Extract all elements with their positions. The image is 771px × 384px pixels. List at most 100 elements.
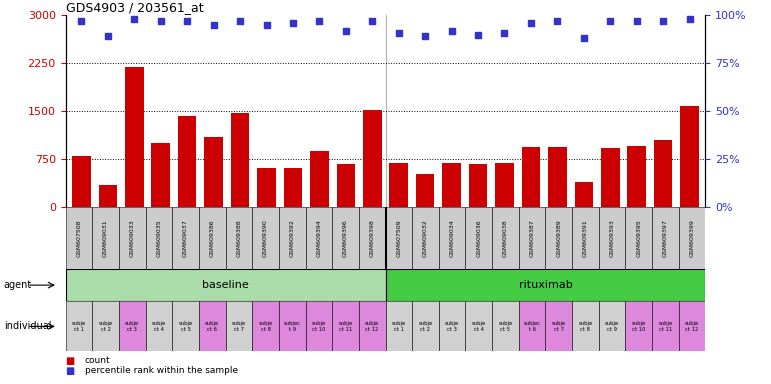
Text: subje
ct 2: subje ct 2	[99, 321, 113, 332]
FancyBboxPatch shape	[93, 207, 119, 269]
Text: ■: ■	[66, 366, 75, 376]
FancyBboxPatch shape	[119, 207, 146, 269]
Text: GSM609037: GSM609037	[183, 219, 188, 257]
Point	[525, 20, 537, 26]
Bar	[231, 113, 249, 207]
Bar	[337, 164, 355, 207]
Text: GSM609032: GSM609032	[423, 219, 428, 257]
Text: subje
ct 12: subje ct 12	[365, 321, 379, 332]
FancyBboxPatch shape	[332, 301, 359, 351]
FancyBboxPatch shape	[93, 301, 119, 351]
Text: GSM609387: GSM609387	[530, 219, 534, 257]
Text: subje
ct 5: subje ct 5	[178, 321, 193, 332]
Point	[446, 28, 458, 34]
Text: GSM609036: GSM609036	[476, 219, 481, 257]
Bar	[495, 162, 513, 207]
Point	[631, 18, 643, 24]
Point	[287, 20, 299, 26]
Bar	[416, 174, 434, 207]
Text: subje
ct 4: subje ct 4	[152, 321, 166, 332]
Text: subje
ct 8: subje ct 8	[258, 321, 273, 332]
Bar	[680, 106, 699, 207]
Point	[154, 18, 167, 24]
Text: subje
ct 1: subje ct 1	[392, 321, 406, 332]
Text: GSM609393: GSM609393	[610, 219, 614, 257]
FancyBboxPatch shape	[466, 207, 492, 269]
Text: GSM607509: GSM607509	[396, 219, 402, 257]
FancyBboxPatch shape	[386, 269, 705, 301]
Bar	[601, 149, 620, 207]
Text: subjec
t 9: subjec t 9	[284, 321, 301, 332]
Text: subje
ct 12: subje ct 12	[685, 321, 699, 332]
FancyBboxPatch shape	[172, 301, 199, 351]
Bar	[99, 185, 117, 207]
Text: GSM609394: GSM609394	[316, 219, 322, 257]
Text: percentile rank within the sample: percentile rank within the sample	[85, 366, 238, 375]
Text: agent: agent	[4, 280, 32, 290]
FancyBboxPatch shape	[66, 301, 93, 351]
Point	[366, 18, 379, 24]
FancyBboxPatch shape	[359, 207, 386, 269]
FancyBboxPatch shape	[279, 301, 305, 351]
Bar	[654, 140, 672, 207]
Point	[181, 18, 194, 24]
Text: GDS4903 / 203561_at: GDS4903 / 203561_at	[66, 1, 204, 14]
Text: subje
ct 5: subje ct 5	[498, 321, 513, 332]
FancyBboxPatch shape	[599, 207, 625, 269]
FancyBboxPatch shape	[252, 207, 279, 269]
Text: subje
ct 7: subje ct 7	[552, 321, 566, 332]
Bar	[72, 156, 91, 207]
FancyBboxPatch shape	[492, 207, 519, 269]
Bar	[178, 116, 197, 207]
Text: GSM609034: GSM609034	[449, 219, 455, 257]
Bar	[628, 146, 646, 207]
FancyBboxPatch shape	[305, 301, 332, 351]
Point	[683, 16, 695, 22]
Point	[207, 22, 220, 28]
Text: subje
ct 3: subje ct 3	[445, 321, 460, 332]
FancyBboxPatch shape	[386, 301, 412, 351]
Point	[604, 18, 617, 24]
Text: GSM607508: GSM607508	[76, 219, 82, 257]
FancyBboxPatch shape	[492, 301, 519, 351]
Bar	[204, 137, 223, 207]
Point	[577, 35, 590, 41]
Text: GSM609397: GSM609397	[663, 219, 668, 257]
Text: GSM609038: GSM609038	[503, 219, 508, 257]
Bar	[310, 151, 328, 207]
FancyBboxPatch shape	[652, 301, 678, 351]
Point	[657, 18, 669, 24]
Text: subjec
t 6: subjec t 6	[524, 321, 540, 332]
Text: subje
ct 8: subje ct 8	[578, 321, 593, 332]
Point	[76, 18, 88, 24]
Bar	[522, 147, 540, 207]
Point	[392, 30, 405, 36]
FancyBboxPatch shape	[226, 301, 252, 351]
Text: subje
ct 11: subje ct 11	[338, 321, 352, 332]
Text: subje
ct 6: subje ct 6	[205, 321, 219, 332]
FancyBboxPatch shape	[439, 301, 466, 351]
FancyBboxPatch shape	[119, 301, 146, 351]
Point	[102, 33, 114, 40]
FancyBboxPatch shape	[66, 207, 93, 269]
FancyBboxPatch shape	[678, 301, 705, 351]
Text: GSM609396: GSM609396	[343, 219, 348, 257]
FancyBboxPatch shape	[226, 207, 252, 269]
Text: GSM609399: GSM609399	[689, 219, 695, 257]
Text: subje
ct 10: subje ct 10	[311, 321, 326, 332]
FancyBboxPatch shape	[66, 269, 386, 301]
FancyBboxPatch shape	[519, 207, 545, 269]
Point	[419, 33, 431, 40]
FancyBboxPatch shape	[545, 301, 572, 351]
FancyBboxPatch shape	[146, 207, 172, 269]
FancyBboxPatch shape	[519, 301, 545, 351]
FancyBboxPatch shape	[625, 301, 652, 351]
Text: subje
ct 9: subje ct 9	[605, 321, 619, 332]
Bar	[469, 164, 487, 207]
Point	[261, 22, 273, 28]
Text: GSM609392: GSM609392	[290, 219, 295, 257]
FancyBboxPatch shape	[199, 301, 226, 351]
Text: individual: individual	[4, 321, 52, 331]
Text: GSM609035: GSM609035	[157, 219, 161, 257]
FancyBboxPatch shape	[199, 207, 226, 269]
